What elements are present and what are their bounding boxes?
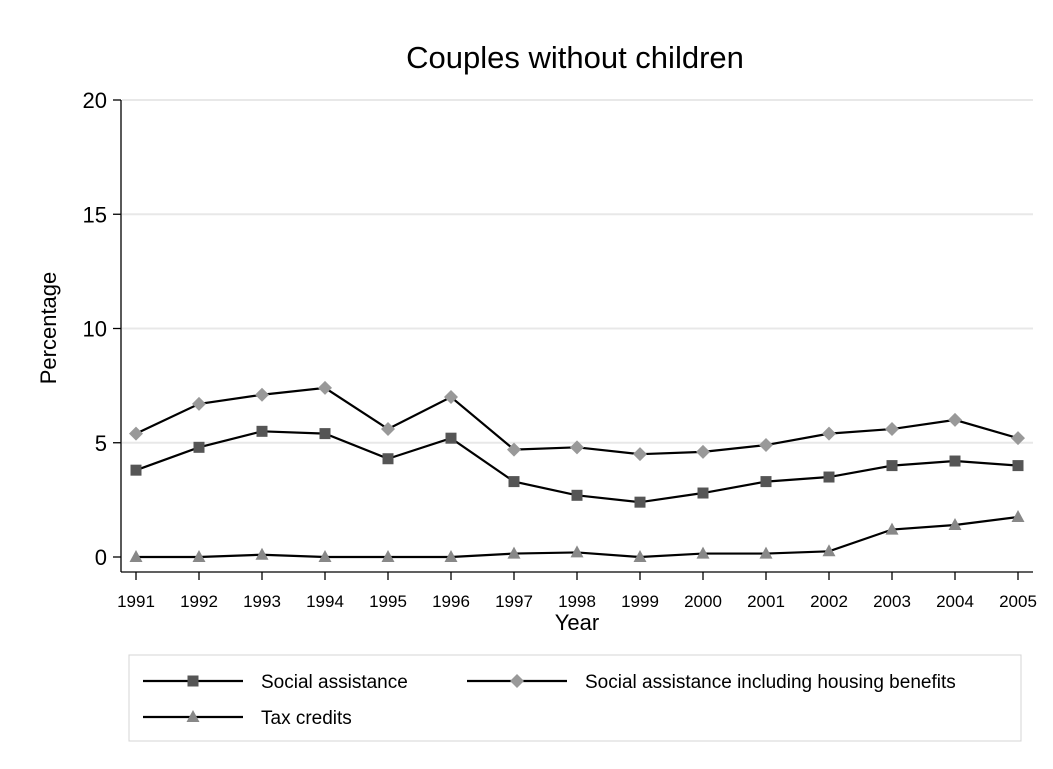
x-axis-ticks: 1991 1992 1993 1994 1995 1996 1997 1998 1999 2000… — [117, 572, 1037, 611]
data-point — [318, 550, 332, 562]
data-point — [193, 441, 205, 453]
data-point — [633, 447, 647, 462]
y-tick-label: 15 — [83, 202, 107, 227]
data-point — [318, 380, 332, 395]
data-point — [192, 550, 206, 562]
y-tick-label: 0 — [95, 545, 107, 570]
data-point — [571, 489, 583, 501]
data-point — [130, 464, 142, 476]
y-tick-label: 10 — [83, 317, 107, 342]
series-1 — [130, 425, 1024, 508]
legend: Social assistance Social assistance inclu… — [128, 654, 1022, 742]
data-point — [759, 438, 773, 453]
data-point — [822, 426, 836, 441]
legend-marker — [186, 710, 200, 722]
data-point — [570, 440, 584, 455]
y-tick-label: 20 — [83, 88, 107, 113]
data-point — [570, 545, 584, 558]
x-tick-label: 1995 — [369, 592, 407, 611]
x-tick-label: 1994 — [306, 592, 344, 611]
data-point — [444, 550, 458, 562]
legend-item: Social assistance — [143, 672, 408, 693]
data-point — [444, 390, 458, 405]
data-point — [508, 476, 520, 488]
legend-item: Tax credits — [143, 708, 352, 729]
data-point — [823, 471, 835, 483]
data-point — [1011, 510, 1025, 523]
data-point — [382, 453, 394, 465]
x-tick-label: 1991 — [117, 592, 155, 611]
data-point — [696, 444, 710, 459]
data-point — [697, 487, 709, 499]
data-point — [759, 546, 773, 559]
x-tick-label: 1992 — [180, 592, 218, 611]
data-point — [633, 550, 647, 562]
data-point — [129, 426, 143, 441]
data-point — [949, 455, 961, 467]
series-2 — [129, 380, 1025, 462]
x-tick-label: 1998 — [558, 592, 596, 611]
legend-marker — [510, 674, 524, 688]
data-point — [634, 496, 646, 508]
legend-label: Social assistance including housing bene… — [585, 672, 956, 693]
x-tick-label: 2000 — [684, 592, 722, 611]
data-point — [507, 442, 521, 457]
data-point — [822, 544, 836, 557]
data-point — [129, 550, 143, 562]
x-tick-label: 2004 — [936, 592, 974, 611]
data-point — [1012, 460, 1024, 472]
data-point — [948, 412, 962, 427]
data-point — [885, 422, 899, 437]
x-tick-label: 2003 — [873, 592, 911, 611]
data-point — [319, 428, 331, 440]
x-tick-label: 1997 — [495, 592, 533, 611]
legend-box — [128, 654, 1022, 742]
data-point — [192, 396, 206, 411]
series-layer — [129, 380, 1025, 562]
legend-marker — [187, 675, 199, 687]
y-axis-ticks: 0 5 10 15 20 — [83, 88, 121, 570]
data-point — [885, 522, 899, 535]
data-point — [948, 518, 962, 531]
series-3 — [129, 510, 1025, 562]
data-point — [255, 547, 269, 560]
data-point — [381, 422, 395, 437]
data-point — [256, 425, 268, 437]
legend-item: Social assistance including housing bene… — [467, 672, 956, 693]
x-tick-label: 1999 — [621, 592, 659, 611]
data-point — [255, 387, 269, 402]
data-point — [445, 432, 457, 444]
chart-title: Couples without children — [406, 40, 744, 75]
legend-label: Tax credits — [261, 708, 352, 729]
x-axis-label: Year — [555, 610, 599, 635]
data-point — [507, 546, 521, 559]
legend-label: Social assistance — [261, 672, 408, 693]
data-point — [381, 550, 395, 562]
x-tick-label: 1993 — [243, 592, 281, 611]
x-tick-label: 2005 — [999, 592, 1037, 611]
data-point — [1011, 431, 1025, 446]
data-point — [760, 476, 772, 488]
y-tick-label: 5 — [95, 431, 107, 456]
y-axis-label: Percentage — [36, 272, 61, 385]
x-tick-label: 2001 — [747, 592, 785, 611]
data-point — [696, 546, 710, 559]
x-tick-label: 2002 — [810, 592, 848, 611]
data-point — [886, 460, 898, 472]
x-tick-label: 1996 — [432, 592, 470, 611]
